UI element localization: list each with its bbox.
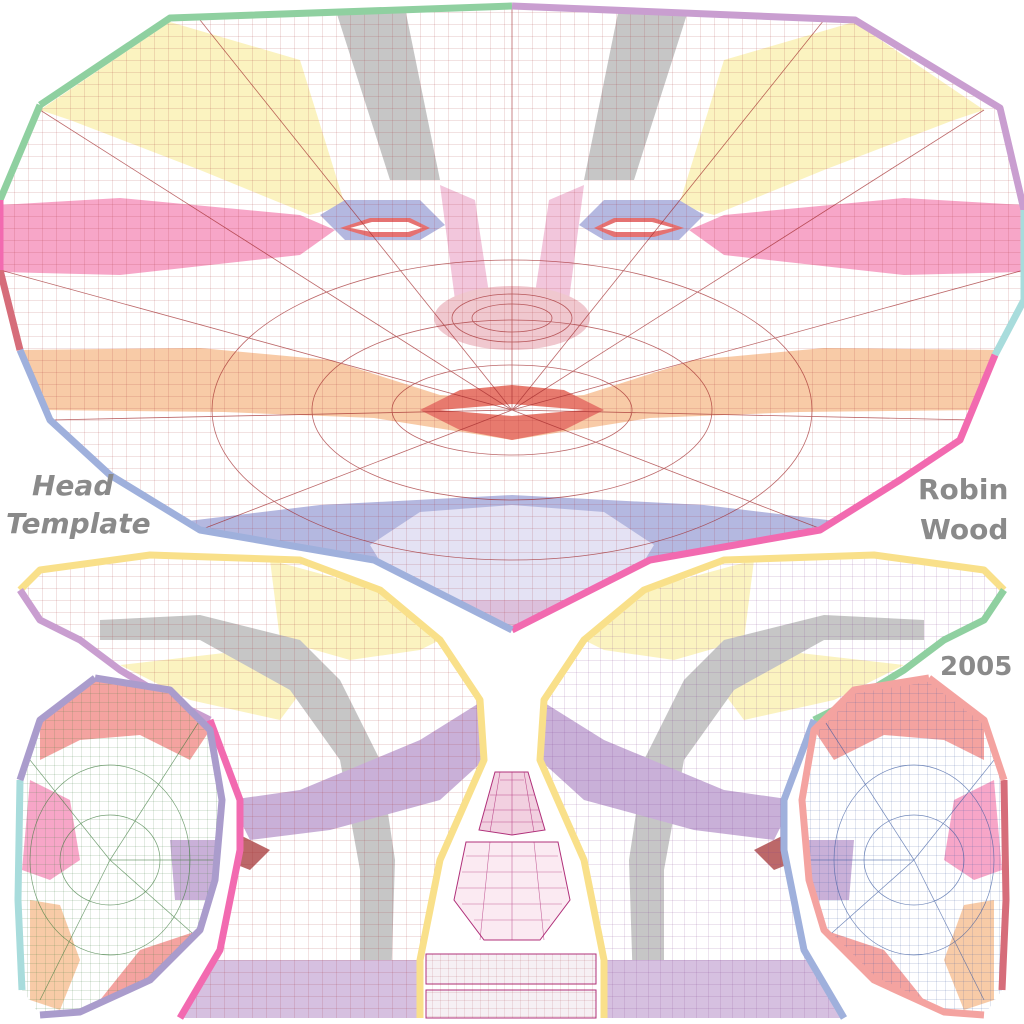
right-ear-shell (802, 678, 1006, 1015)
face-shell (0, 6, 1024, 630)
left-ear-shell (18, 678, 222, 1015)
author-last-name: Wood (920, 513, 1009, 546)
year-label: 2005 (940, 652, 1013, 682)
face-outline (0, 2, 1024, 634)
right-ear-outline (798, 674, 1010, 1019)
tongue-piece (453, 841, 571, 941)
title-template: Template (6, 507, 151, 540)
author-first-name: Robin (918, 473, 1009, 506)
nostril-piece (478, 771, 546, 836)
teeth-strips (425, 953, 597, 1019)
title-head: Head (32, 469, 114, 502)
left-ear-outline (14, 674, 226, 1019)
